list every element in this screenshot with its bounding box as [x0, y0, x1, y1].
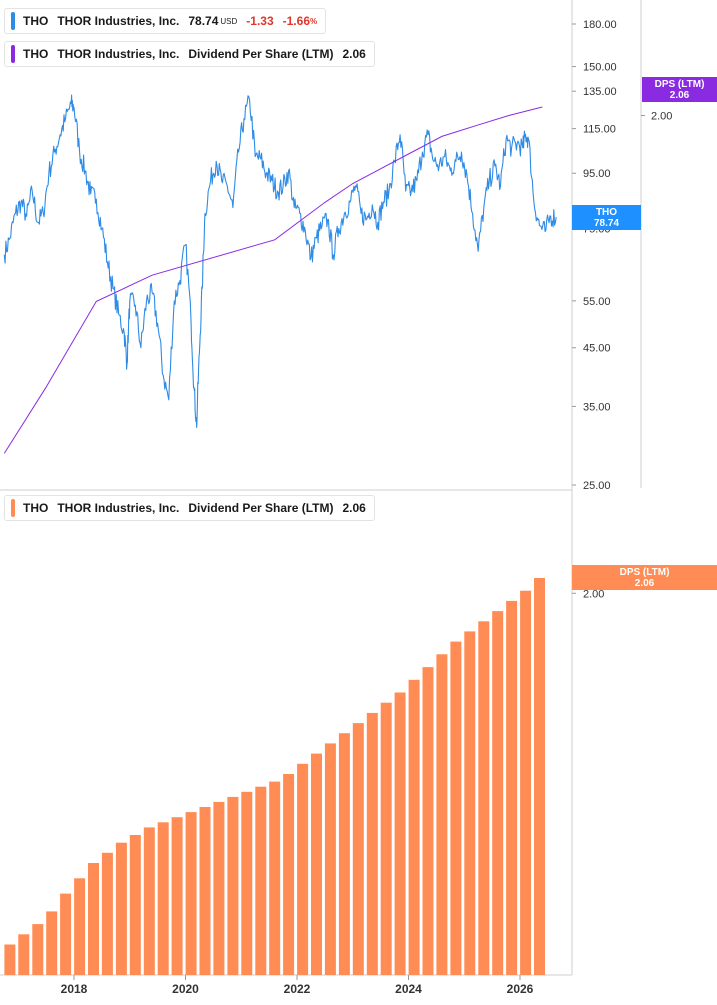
dps-bar	[101, 852, 113, 975]
dps-badge-bottom-value: 2.06	[634, 578, 655, 589]
dps-badge-bottom-label: DPS (LTM)	[619, 567, 670, 578]
dps-bar	[32, 924, 44, 975]
dps-bar	[269, 781, 281, 975]
legend-change-pct: -1.66	[282, 14, 310, 28]
legend-price: 78.74	[188, 14, 219, 28]
dps-bar	[297, 763, 309, 975]
dps-bar	[436, 654, 448, 975]
price-y-tick-label: 45.00	[583, 343, 611, 355]
dps-bar	[129, 835, 141, 975]
legend-metric: Dividend Per Share (LTM)	[188, 47, 334, 61]
legend-company: THOR Industries, Inc.	[57, 47, 180, 61]
bar-y-tick-label: 2.00	[583, 588, 604, 600]
legend-metric: Dividend Per Share (LTM)	[188, 501, 334, 515]
dps-bar	[464, 631, 476, 975]
legend-company: THOR Industries, Inc.	[57, 501, 180, 515]
dps-bar	[506, 600, 518, 975]
x-tick-label: 2020	[172, 982, 199, 996]
dps-bar	[143, 827, 155, 975]
legend-value: 2.06	[342, 501, 366, 515]
dps-bar	[311, 753, 322, 975]
dps-bar	[255, 786, 267, 975]
dps-bar	[74, 878, 86, 975]
price-y-tick-label: 150.00	[583, 62, 617, 74]
dps-bar	[157, 822, 169, 975]
x-tick-label: 2026	[507, 982, 534, 996]
dps-bar	[46, 911, 58, 975]
dps-series-line	[3, 106, 543, 454]
legend-pct-sign: %	[310, 16, 318, 26]
legend-company: THOR Industries, Inc.	[57, 14, 180, 28]
dps-bar	[199, 807, 211, 975]
legend-value: 2.06	[342, 47, 366, 61]
dps-badge-top-value: 2.06	[669, 90, 690, 101]
dps-bar	[213, 801, 225, 975]
dps-bar	[227, 796, 239, 975]
dps-bar	[4, 944, 16, 975]
price-y-tick-label: 95.00	[583, 168, 611, 180]
price-y-tick-label: 25.00	[583, 480, 611, 492]
dps-bar	[408, 679, 420, 975]
dps-bar	[520, 590, 532, 975]
dps-bar	[88, 863, 99, 975]
dps-legend-top-swatch	[11, 45, 15, 63]
price-y-tick-label: 135.00	[583, 86, 617, 98]
dps-badge-bottom: DPS (LTM) 2.06	[572, 565, 717, 590]
dps-legend-bottom[interactable]: THO THOR Industries, Inc. Dividend Per S…	[4, 495, 375, 521]
price-y-tick-label: 55.00	[583, 296, 611, 308]
dps-badge-top: DPS (LTM) 2.06	[642, 77, 717, 102]
price-y-tick-label: 35.00	[583, 401, 611, 413]
dps-bar	[352, 723, 364, 975]
dps-legend-bottom-swatch	[11, 499, 15, 517]
dps-bar	[380, 702, 392, 975]
dps-bar	[283, 774, 295, 975]
dps-bar	[492, 611, 504, 975]
dps-bar	[366, 712, 378, 975]
legend-ticker: THO	[23, 47, 49, 61]
dps-badge-top-label: DPS (LTM)	[654, 79, 705, 90]
dps-bar	[171, 817, 183, 975]
dps-bar	[422, 667, 434, 975]
price-series-line	[3, 94, 557, 428]
price-legend-swatch	[11, 12, 15, 30]
price-y-tick-label: 115.00	[583, 124, 616, 136]
dps-y-tick-label: 2.00	[651, 111, 672, 123]
x-tick-label: 2024	[395, 982, 422, 996]
dps-bar	[60, 893, 72, 975]
legend-currency: USD	[220, 16, 238, 26]
dps-bar	[394, 692, 406, 975]
x-tick-label: 2022	[284, 982, 311, 996]
price-y-tick-label: 180.00	[583, 19, 617, 31]
price-badge-ticker: THO	[595, 207, 618, 218]
dps-bar	[450, 641, 462, 975]
dps-bar	[338, 733, 350, 975]
dps-bar	[18, 934, 30, 975]
dps-bar	[324, 743, 336, 975]
dps-bar	[534, 578, 545, 975]
dps-bar	[478, 621, 490, 975]
price-legend[interactable]: THO THOR Industries, Inc. 78.74 USD -1.3…	[4, 8, 327, 34]
legend-ticker: THO	[23, 501, 49, 515]
x-tick-label: 2018	[61, 982, 88, 996]
dps-bar	[185, 812, 197, 975]
dps-legend-top[interactable]: THO THOR Industries, Inc. Dividend Per S…	[4, 41, 375, 67]
price-badge-value: 78.74	[593, 218, 620, 229]
legend-ticker: THO	[23, 14, 49, 28]
dps-bar	[115, 842, 127, 975]
legend-change: -1.33	[246, 14, 274, 28]
price-badge: THO 78.74	[572, 205, 641, 230]
dps-bar	[241, 791, 253, 975]
